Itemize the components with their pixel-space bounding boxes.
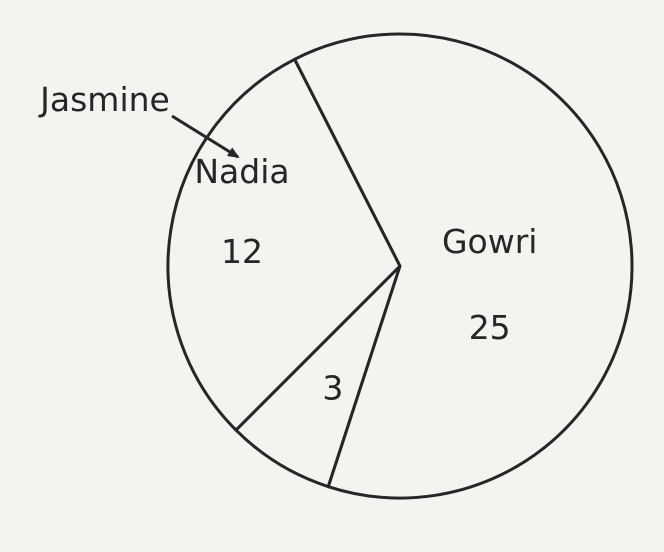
pie-slice-nadia <box>166 57 402 432</box>
pie-slice-jasmine <box>234 264 402 489</box>
pie-slices <box>166 32 634 500</box>
pie-labels: 3 Nadia 12 Gowri 25 <box>194 152 537 407</box>
slice-value-jasmine: 3 <box>322 368 343 407</box>
slice-label-gowri: Gowri <box>442 222 538 261</box>
pie-slice-gowri <box>293 32 634 500</box>
slice-value-gowri: 25 <box>469 308 511 347</box>
slice-label-nadia: Nadia <box>194 152 289 191</box>
jasmine-callout: Jasmine <box>38 80 240 159</box>
callout-arrow-jasmine <box>171 114 240 159</box>
slice-label-jasmine: Jasmine <box>38 80 170 119</box>
slice-value-nadia: 12 <box>221 232 263 271</box>
